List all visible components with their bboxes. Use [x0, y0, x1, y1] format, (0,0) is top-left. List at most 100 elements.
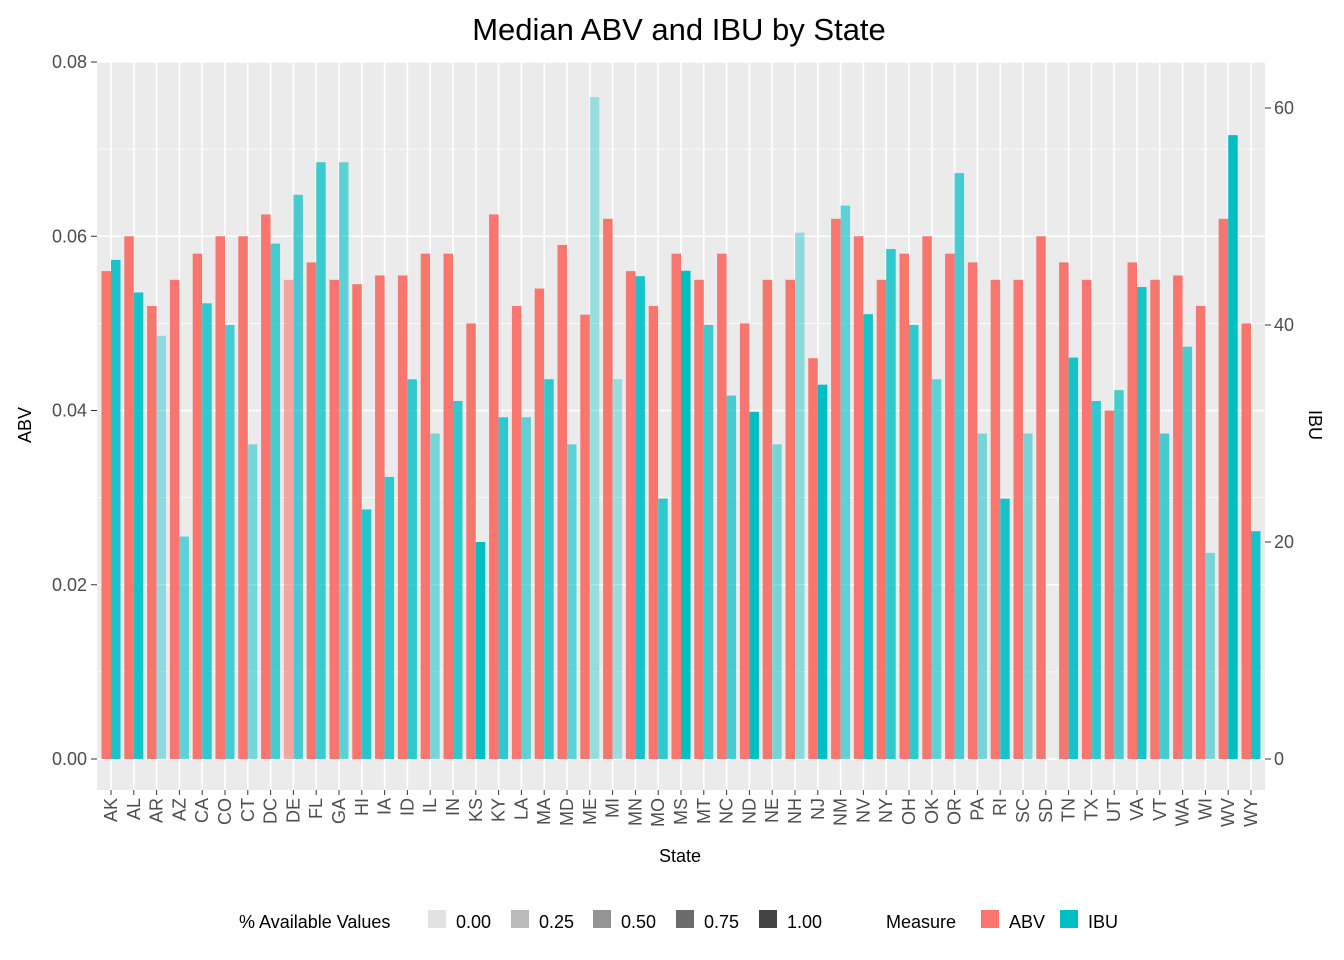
bar-ibu	[407, 379, 417, 759]
x-tick-label: ME	[580, 798, 600, 825]
bar-abv	[876, 279, 887, 759]
y-tick-label: 0.02	[52, 575, 87, 595]
bar-abv	[511, 305, 522, 759]
bar-ibu	[1205, 552, 1215, 759]
bar-ibu	[430, 433, 440, 759]
bar-abv	[1059, 262, 1069, 759]
x-tick-label: MS	[671, 798, 691, 825]
bar-abv	[557, 244, 567, 759]
legend-alpha-label: 0.25	[539, 912, 574, 932]
bar-abv	[922, 236, 932, 759]
x-tick-label: LA	[511, 798, 531, 820]
bar-abv	[831, 218, 841, 759]
bar-ibu	[703, 325, 714, 759]
x-tick-label: IN	[443, 798, 463, 816]
legend-alpha-key	[428, 910, 446, 928]
bar-abv	[489, 214, 499, 759]
x-tick-label: NE	[762, 798, 782, 823]
legend-alpha-key	[759, 910, 777, 928]
bar-ibu	[521, 417, 531, 759]
bar-ibu	[225, 325, 235, 759]
bar-abv	[420, 253, 431, 760]
bar-abv	[443, 253, 453, 760]
legend-measure-label: ABV	[1009, 912, 1045, 932]
bar-abv	[580, 314, 590, 759]
y2-axis-title: IBU	[1305, 410, 1325, 440]
x-tick-label: NJ	[808, 798, 828, 820]
bar-abv	[990, 279, 1001, 759]
bar-abv	[192, 253, 203, 760]
x-tick-label: CA	[192, 798, 212, 823]
bar-ibu	[1114, 390, 1124, 759]
bar-ibu	[544, 379, 554, 759]
bar-abv	[375, 275, 385, 759]
bar-ibu	[202, 303, 212, 759]
bar-abv	[397, 275, 408, 759]
y-tick-label: 0.04	[52, 401, 87, 421]
bar-ibu	[1091, 400, 1101, 759]
bar-ibu	[658, 498, 668, 759]
x-tick-label: SD	[1036, 798, 1056, 823]
bar-abv	[648, 305, 659, 759]
x-tick-label: KS	[466, 798, 486, 822]
bar-abv	[1218, 218, 1229, 759]
legend-measure-label: IBU	[1088, 912, 1118, 932]
bar-ibu	[886, 249, 896, 760]
x-tick-label: VA	[1127, 798, 1147, 821]
bar-ibu	[179, 536, 189, 759]
x-tick-label: NY	[876, 798, 896, 823]
bar-ibu	[384, 476, 395, 759]
bar-ibu	[1068, 357, 1079, 759]
y2-tick-label: 0	[1274, 749, 1284, 769]
x-tick-label: AZ	[169, 798, 189, 821]
x-tick-label: KY	[489, 798, 509, 822]
bar-ibu	[863, 314, 873, 759]
y2-tick-label: 20	[1274, 532, 1294, 552]
bar-ibu	[1159, 433, 1170, 759]
bar-abv	[762, 279, 773, 759]
x-tick-label: OK	[922, 798, 942, 824]
bar-abv	[1150, 279, 1160, 759]
x-tick-label: NM	[831, 798, 851, 826]
bar-abv	[1036, 236, 1046, 759]
legend-measure-title: Measure	[886, 912, 956, 932]
bar-abv	[1173, 275, 1183, 759]
x-tick-label: WY	[1241, 798, 1261, 827]
bar-abv	[853, 236, 864, 759]
x-tick-label: AR	[147, 798, 167, 823]
x-tick-label: AK	[101, 798, 121, 822]
bar-ibu	[817, 384, 828, 759]
bar-ibu	[726, 395, 737, 759]
bar-abv	[808, 358, 818, 759]
y-tick-label: 0.08	[52, 52, 87, 72]
bar-abv	[1241, 323, 1251, 759]
bar-ibu	[1251, 531, 1261, 759]
x-tick-label: IL	[420, 798, 440, 813]
x-tick-label: MT	[694, 798, 714, 824]
bar-ibu	[156, 335, 167, 759]
legend-alpha-title: % Available Values	[239, 912, 390, 932]
bar-abv	[306, 262, 317, 759]
bar-ibu	[1137, 287, 1147, 759]
bar-abv	[534, 288, 545, 759]
bar-ibu	[954, 173, 965, 760]
x-tick-label: DC	[261, 798, 281, 824]
bar-abv	[1013, 279, 1023, 759]
bar-ibu	[270, 243, 281, 759]
legend-alpha-label: 0.50	[621, 912, 656, 932]
x-tick-label: OH	[899, 798, 919, 825]
x-axis-title: State	[659, 846, 701, 866]
bars	[101, 97, 1261, 760]
bar-ibu	[977, 433, 987, 759]
x-tick-label: TN	[1059, 798, 1079, 822]
x-tick-label: UT	[1104, 798, 1124, 822]
bar-abv	[1127, 262, 1137, 759]
x-tick-label: OR	[945, 798, 965, 825]
bar-abv	[466, 323, 476, 759]
bar-ibu	[1000, 498, 1010, 759]
bar-ibu	[453, 400, 463, 759]
bar-ibu	[772, 444, 782, 759]
y2-tick-label: 40	[1274, 315, 1294, 335]
x-tick-label: TX	[1081, 798, 1101, 821]
